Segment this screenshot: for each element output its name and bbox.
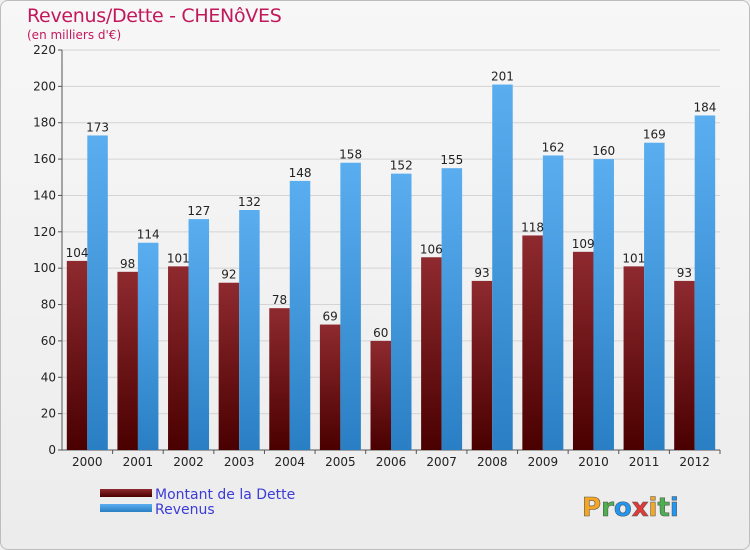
data-label-revenus-2001: 114 xyxy=(137,228,160,242)
x-tick-label: 2004 xyxy=(274,455,305,469)
x-tick-label: 2000 xyxy=(72,455,103,469)
y-tick-label: 60 xyxy=(41,334,56,348)
legend-label-dette: Montant de la Dette xyxy=(155,487,295,503)
logo-letter: x xyxy=(632,493,649,523)
x-tick-label: 2001 xyxy=(123,455,154,469)
x-tick-label: 2010 xyxy=(578,455,609,469)
logo-letter: P xyxy=(582,493,601,523)
bar-revenus-2001 xyxy=(137,242,159,450)
bar-dette-2001 xyxy=(117,271,138,450)
proxiti-logo: Proxiti xyxy=(582,493,679,523)
data-label-dette-2002: 101 xyxy=(167,251,190,265)
bar-revenus-2012 xyxy=(694,115,716,451)
x-tick-label: 2012 xyxy=(679,455,710,469)
chart-title: Revenus/Dette - CHENôVES xyxy=(27,5,282,27)
logo-letter: r xyxy=(601,493,614,523)
bar-revenus-2008 xyxy=(492,84,513,450)
bar-revenus-2000 xyxy=(87,135,108,451)
y-tick-label: 0 xyxy=(48,443,56,457)
logo-letter: i xyxy=(670,493,679,523)
bar-revenus-2002 xyxy=(188,219,210,450)
bar-dette-2012 xyxy=(674,280,695,450)
data-label-revenus-2012: 184 xyxy=(693,100,716,114)
x-tick-label: 2008 xyxy=(477,455,508,469)
bar-revenus-2006 xyxy=(391,173,412,451)
bar-dette-2007 xyxy=(421,257,442,450)
data-label-revenus-2006: 152 xyxy=(390,159,413,173)
bar-dette-2010 xyxy=(572,251,594,450)
data-label-revenus-2007: 155 xyxy=(440,153,463,167)
bar-revenus-2009 xyxy=(542,155,564,451)
y-tick-label: 200 xyxy=(33,79,56,93)
x-tick-label: 2007 xyxy=(426,455,457,469)
data-label-dette-2001: 98 xyxy=(120,257,135,271)
bar-revenus-2007 xyxy=(441,168,463,450)
bar-dette-2002 xyxy=(168,266,189,450)
data-label-revenus-2003: 132 xyxy=(238,195,261,209)
bar-dette-2006 xyxy=(370,340,391,450)
x-tick-label: 2006 xyxy=(376,455,407,469)
data-label-revenus-2008: 201 xyxy=(491,70,514,84)
data-label-revenus-2000: 173 xyxy=(86,120,109,134)
bar-dette-2000 xyxy=(66,260,88,450)
bar-dette-2011 xyxy=(623,266,645,450)
data-label-dette-2010: 109 xyxy=(572,237,595,251)
legend: Montant de la Dette Revenus xyxy=(100,487,295,518)
y-tick-label: 160 xyxy=(33,152,56,166)
data-label-revenus-2005: 158 xyxy=(339,148,362,162)
y-tick-label: 40 xyxy=(41,370,56,384)
data-label-revenus-2010: 160 xyxy=(592,144,615,158)
data-label-dette-2003: 92 xyxy=(221,268,236,282)
y-tick-label: 120 xyxy=(33,225,56,239)
y-tick-label: 20 xyxy=(41,407,56,421)
chart-subtitle: (en milliers d'€) xyxy=(27,28,122,42)
legend-swatch-dette xyxy=(100,489,152,497)
bar-revenus-2010 xyxy=(593,159,614,450)
y-tick-label: 80 xyxy=(41,298,56,312)
data-label-dette-2007: 106 xyxy=(420,242,443,256)
legend-swatch-revenus xyxy=(100,504,152,512)
data-label-dette-2008: 93 xyxy=(474,266,489,280)
x-tick-label: 2003 xyxy=(224,455,255,469)
data-label-dette-2012: 93 xyxy=(677,266,692,280)
y-tick-label: 180 xyxy=(33,116,56,130)
bar-dette-2005 xyxy=(319,324,341,450)
data-label-revenus-2002: 127 xyxy=(187,204,210,218)
y-tick-label: 220 xyxy=(33,43,56,57)
bar-dette-2008 xyxy=(471,280,493,450)
bar-dette-2003 xyxy=(218,282,240,450)
data-label-dette-2005: 69 xyxy=(322,310,337,324)
data-label-revenus-2004: 148 xyxy=(289,166,312,180)
x-tick-label: 2002 xyxy=(173,455,204,469)
data-label-revenus-2011: 169 xyxy=(643,128,666,142)
y-tick-label: 140 xyxy=(33,188,56,202)
bar-dette-2009 xyxy=(522,235,543,450)
x-tick-label: 2009 xyxy=(528,455,559,469)
bar-revenus-2005 xyxy=(340,162,361,450)
bar-revenus-2011 xyxy=(644,142,665,450)
legend-label-revenus: Revenus xyxy=(155,502,215,518)
data-label-revenus-2009: 162 xyxy=(542,140,565,154)
logo-letter: t xyxy=(657,493,669,523)
logo-letter: o xyxy=(614,493,632,523)
x-tick-label: 2005 xyxy=(325,455,356,469)
data-label-dette-2011: 101 xyxy=(622,251,645,265)
data-label-dette-2000: 104 xyxy=(66,246,89,260)
bar-revenus-2003 xyxy=(239,210,260,450)
y-tick-label: 100 xyxy=(33,261,56,275)
bar-dette-2004 xyxy=(269,308,290,450)
data-label-dette-2006: 60 xyxy=(373,326,388,340)
x-tick-label: 2011 xyxy=(629,455,660,469)
bar-revenus-2004 xyxy=(289,180,311,450)
data-label-dette-2004: 78 xyxy=(272,293,287,307)
data-label-dette-2009: 118 xyxy=(521,220,544,234)
logo-letter: i xyxy=(649,493,658,523)
